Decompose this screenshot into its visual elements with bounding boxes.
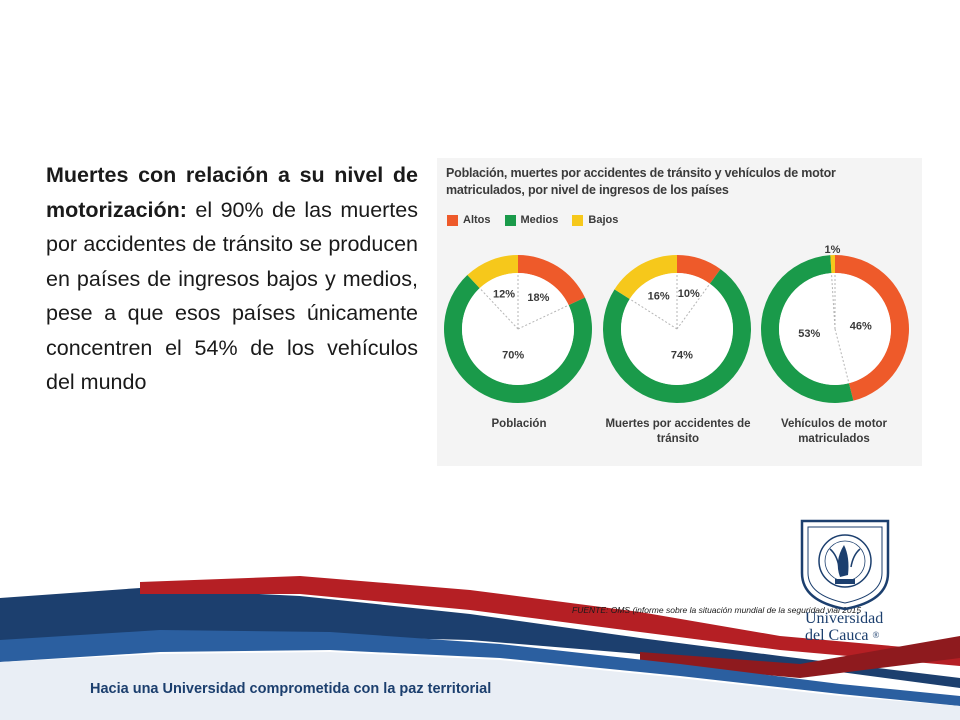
donut-1-label-bajos: 16% xyxy=(648,291,670,303)
donut-0-label-altos: 18% xyxy=(527,292,549,304)
donut-1-label-medios: 74% xyxy=(671,350,693,362)
footer-slogan: Hacia una Universidad comprometida con l… xyxy=(90,681,492,697)
donut-0-slice-medios xyxy=(444,275,592,404)
band-light-lower xyxy=(0,652,960,720)
band-red-right xyxy=(640,636,960,678)
donut-charts: 18% 70% 12% 10% 74% 16% 46% 53% 1% xyxy=(444,244,910,404)
donut-0-label-bajos: 12% xyxy=(493,289,515,301)
donut-2-label-bajos: 1% xyxy=(825,244,841,256)
legend-item-medios: Medios xyxy=(504,212,559,228)
university-crest-icon xyxy=(800,519,890,611)
slide-body-heading: Muertes con relación a su nivel de motor… xyxy=(46,163,418,222)
chart-legend: Altos Medios Bajos xyxy=(447,212,618,228)
legend-swatch-bajos xyxy=(572,214,584,226)
donut-1-divider-1 xyxy=(676,283,711,330)
slide-body-content: el 90% de las muertes por accidentes de … xyxy=(46,197,418,395)
university-name: Universidad del Cauca ® xyxy=(805,610,895,644)
chart-panel: Población, muertes por accidentes de trá… xyxy=(437,158,922,466)
donut-1-divider-2 xyxy=(629,298,678,330)
donut-0-divider-1 xyxy=(517,304,569,330)
donut-2-divider-1 xyxy=(834,328,850,384)
legend-item-altos: Altos xyxy=(447,212,491,228)
donut-2-label-medios: 53% xyxy=(798,328,820,340)
donut-0-slice-bajos xyxy=(467,255,518,289)
slide-body-text: Muertes con relación a su nivel de motor… xyxy=(46,158,418,400)
legend-swatch-medios xyxy=(504,214,516,226)
donut-1-slice-bajos xyxy=(614,255,677,299)
donut-2-slice-altos xyxy=(835,255,910,401)
donut-1-slice-altos xyxy=(677,255,721,284)
legend-label-altos: Altos xyxy=(463,214,491,226)
donut-2-slice-medios xyxy=(761,255,854,403)
band-navy xyxy=(0,588,960,688)
donut-2-label-altos: 46% xyxy=(850,321,872,333)
footer-bands xyxy=(0,576,960,720)
legend-label-medios: Medios xyxy=(520,214,559,226)
donut-2-divider-2 xyxy=(830,273,836,330)
donut-caption-poblacion: Población xyxy=(491,418,547,430)
donut-caption-muertes: Muertes por accidentes de tránsito xyxy=(605,418,751,445)
band-blue-lower xyxy=(0,630,960,706)
legend-item-bajos: Bajos xyxy=(572,212,618,228)
donut-2-slice-bajos xyxy=(830,255,835,274)
donut-0-divider-2 xyxy=(479,287,519,330)
source-note: FUENTE: OMS (informe sobre la situación … xyxy=(572,605,862,615)
university-name-line1: Universidad xyxy=(805,610,884,627)
legend-label-bajos: Bajos xyxy=(588,214,619,226)
donut-caption-vehiculos: Vehículos de motor matriculados xyxy=(780,418,888,445)
legend-swatch-altos xyxy=(447,214,458,226)
university-name-line2: del Cauca xyxy=(805,627,869,644)
donut-0-label-medios: 70% xyxy=(502,350,524,362)
chart-title: Población, muertes por accidentes de trá… xyxy=(446,166,836,197)
university-name-line2-row: del Cauca ® xyxy=(805,627,895,644)
registered-mark: ® xyxy=(872,630,880,640)
band-red-top xyxy=(140,576,960,666)
donut-1-label-altos: 10% xyxy=(678,288,700,300)
donut-0-slice-altos xyxy=(518,255,585,306)
